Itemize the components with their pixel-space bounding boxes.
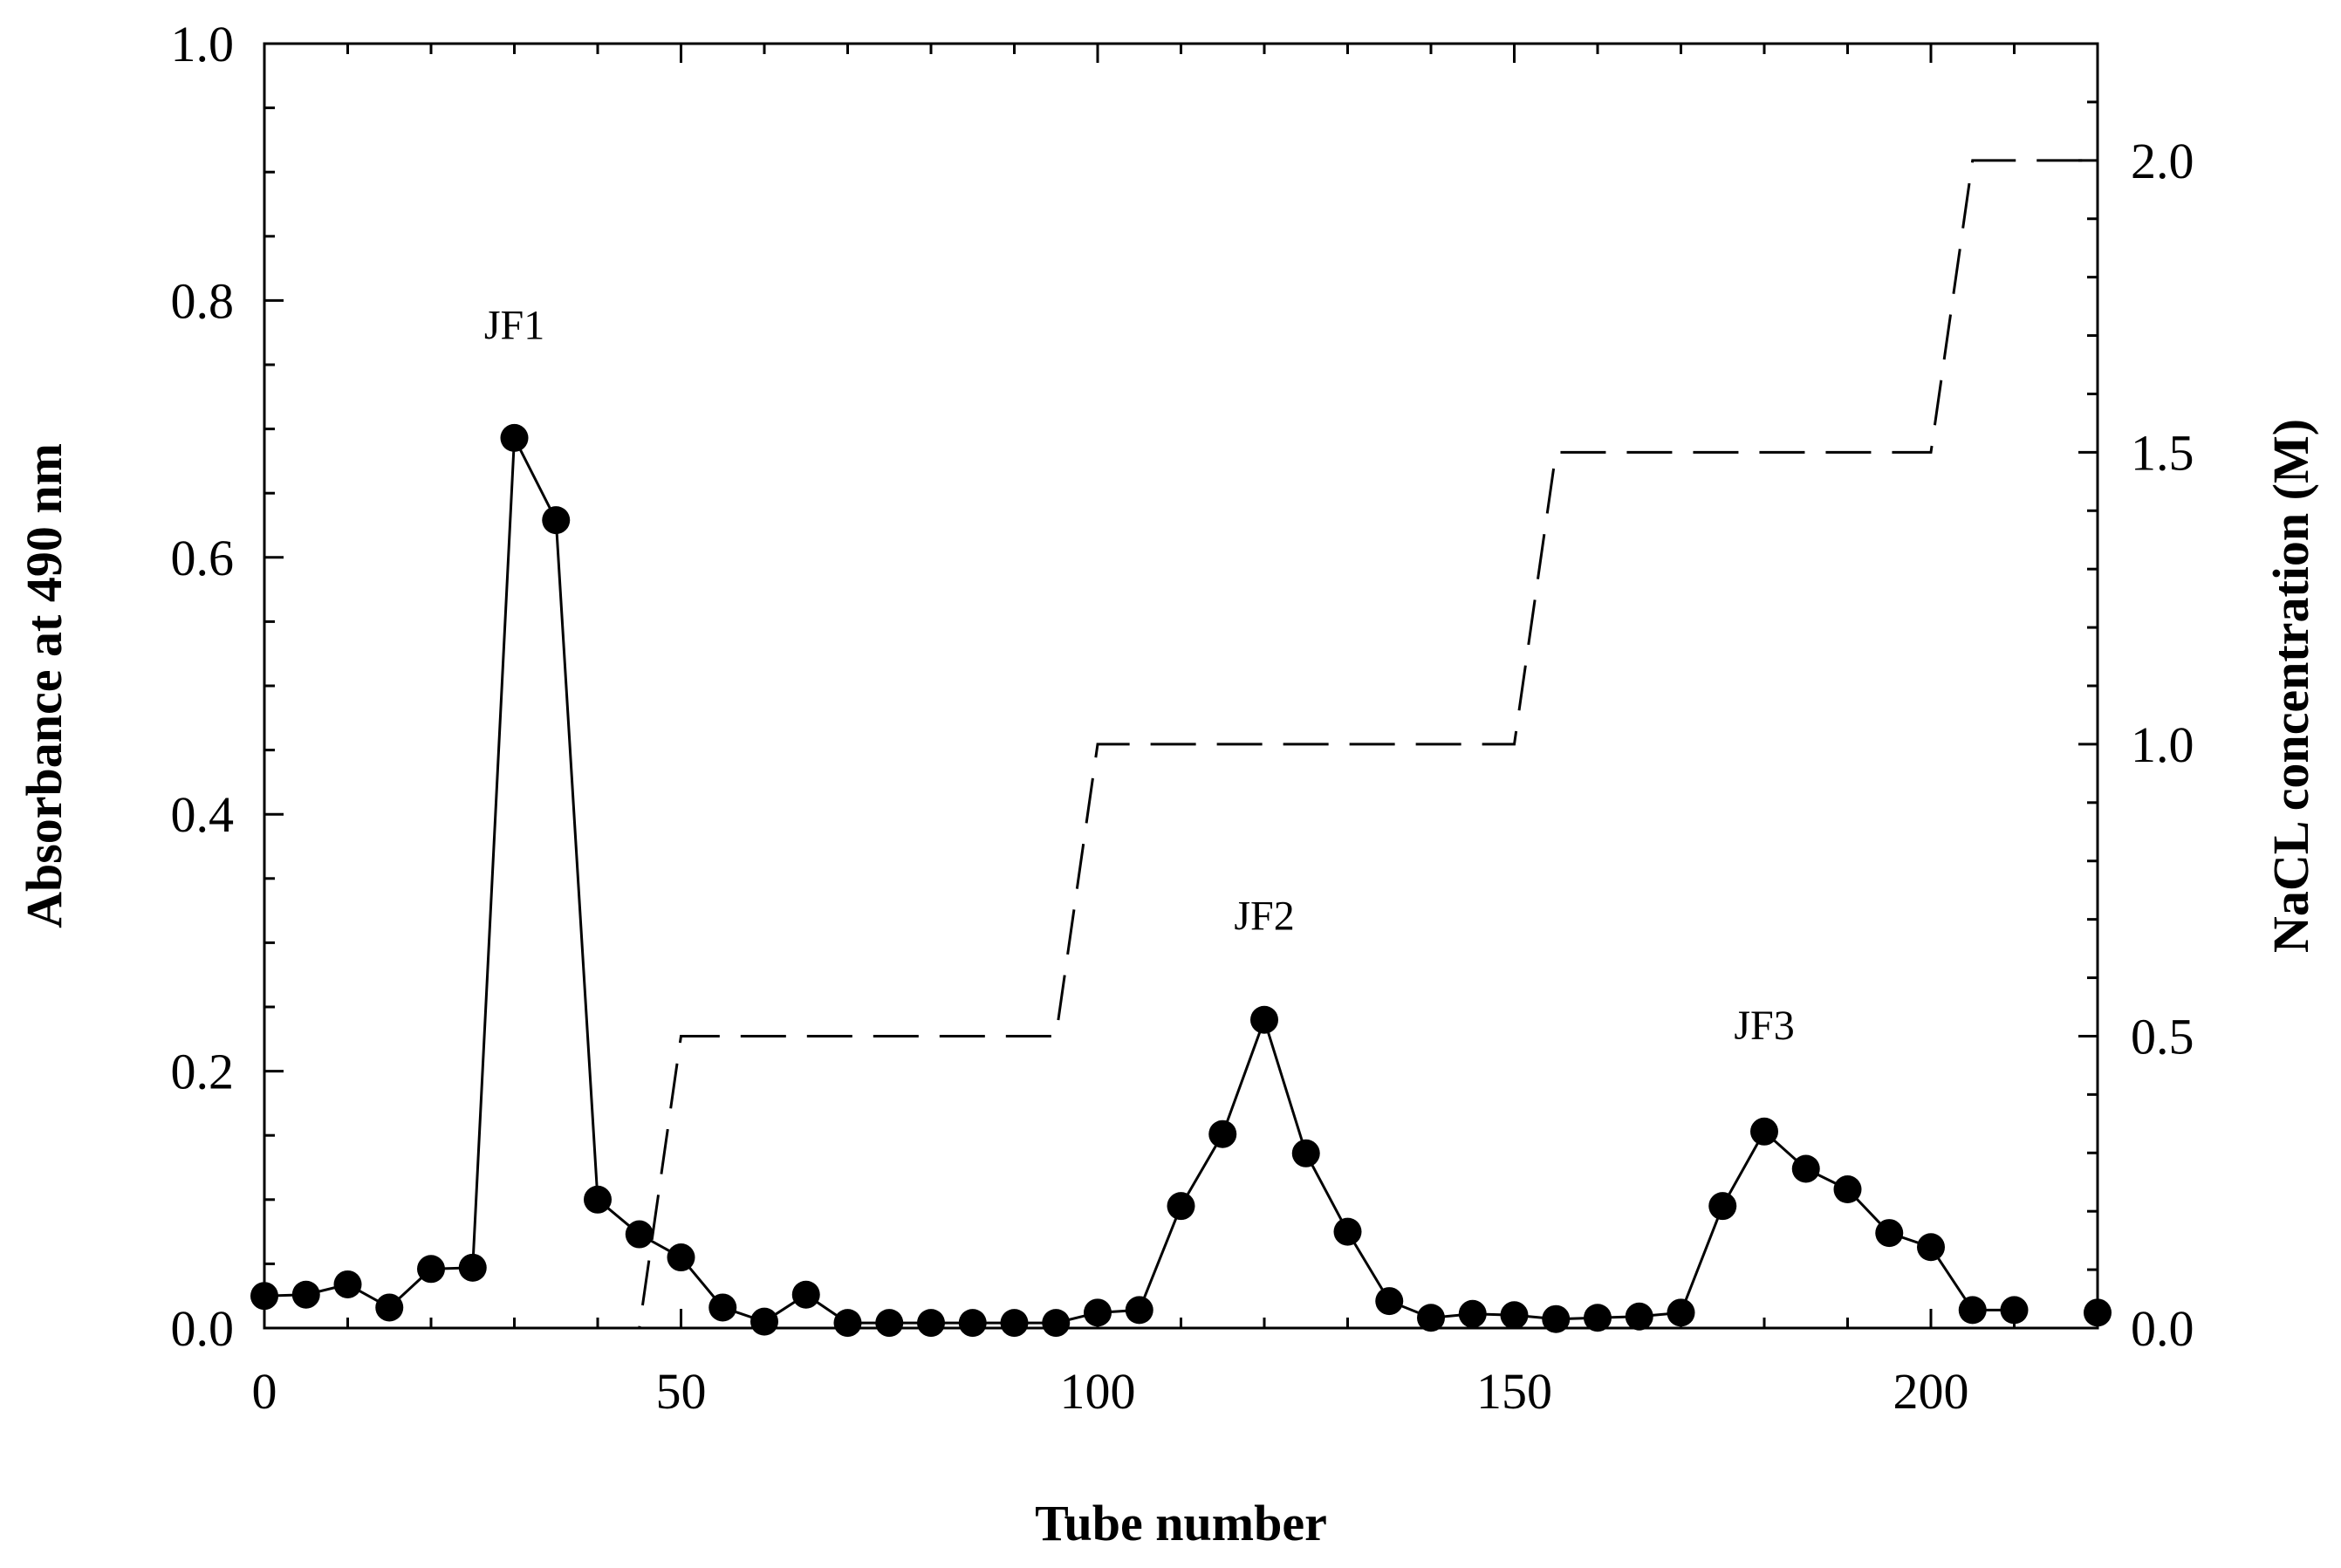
absorbance-point [2084,1298,2112,1327]
absorbance-point [750,1307,778,1336]
series-layer [250,159,2112,1338]
peak-label: JF1 [484,303,544,349]
peak-label: JF2 [1234,894,1294,940]
y-tick-label: 0.4 [171,786,235,843]
absorbance-point [250,1282,278,1311]
absorbance-point [1542,1304,1571,1333]
peak-label: JF3 [1734,1003,1794,1049]
absorbance-point [1875,1219,1904,1248]
plot-frame [263,42,2099,1330]
absorbance-point [500,423,529,452]
absorbance-point [1708,1192,1737,1221]
absorbance-point [375,1293,404,1322]
absorbance-point [584,1185,612,1214]
y2-tick-label: 1.0 [2131,716,2194,773]
absorbance-point [417,1255,445,1284]
absorbance-point [458,1253,487,1282]
y2-axis-ticks: 0.0 0.5 1.0 1.5 2.0 [2078,42,2194,1357]
absorbance-point [1791,1154,1820,1183]
y-tick-label: 1.0 [171,16,235,72]
y2-tick-label: 1.5 [2131,424,2194,481]
x-tick-label: 150 [1476,1363,1552,1420]
absorbance-point [542,506,571,535]
absorbance-point [1042,1309,1071,1338]
y2-tick-label: 0.5 [2131,1008,2194,1065]
x-tick-label: 100 [1060,1363,1136,1420]
absorbance-point [1833,1175,1862,1204]
x-tick-label: 0 [252,1363,277,1420]
absorbance-point [291,1280,320,1309]
absorbance-point [1917,1233,1945,1262]
absorbance-point [1250,1005,1278,1034]
absorbance-point [1333,1217,1362,1246]
absorbance-point [1000,1309,1029,1338]
y2-axis-label: NaCL concentration (M) [2262,419,2319,953]
absorbance-point [875,1309,904,1338]
absorbance-point [625,1220,654,1249]
absorbance-point [1208,1120,1237,1148]
plot-border [263,42,2099,1330]
x-axis-label: Tube number [1035,1495,1327,1551]
absorbance-point [791,1280,820,1309]
absorbance-point [1584,1304,1612,1332]
y2-tick-label: 0.0 [2131,1300,2194,1357]
absorbance-point [1750,1117,1778,1146]
y-axis-ticks: 0.0 0.2 0.4 0.6 0.8 1.0 [171,16,284,1357]
absorbance-point [2000,1296,2029,1325]
absorbance-point [1417,1304,1445,1332]
absorbance-point [1458,1299,1487,1328]
absorbance-point [1125,1296,1153,1325]
y-tick-label: 0.6 [171,530,235,586]
absorbance-point [333,1270,362,1298]
absorbance-point [1625,1302,1653,1331]
y2-tick-label: 2.0 [2131,133,2194,189]
absorbance-point [708,1293,737,1322]
absorbance-point [1167,1192,1195,1221]
absorbance-point [1958,1296,1987,1325]
y-axis-label: Absorbance at 490 nm [16,443,72,928]
absorbance-point [917,1309,945,1338]
absorbance-point [1084,1298,1112,1327]
absorbance-point [1291,1139,1320,1167]
x-tick-label: 200 [1893,1363,1969,1420]
absorbance-point [1667,1298,1695,1327]
y-tick-label: 0.2 [171,1044,235,1100]
absorbance-point [1500,1301,1529,1330]
absorbance-point [833,1309,862,1338]
y-tick-label: 0.8 [171,272,235,329]
absorbance-point [1375,1287,1404,1316]
x-tick-label: 50 [656,1363,707,1420]
absorbance-point [667,1243,695,1272]
absorbance-line [264,433,2015,1325]
nacl-line [264,159,2098,1330]
y-tick-label: 0.0 [171,1300,235,1357]
annotation-layer: JF1 JF2 JF3 [484,303,1795,1049]
absorbance-point [958,1309,987,1338]
